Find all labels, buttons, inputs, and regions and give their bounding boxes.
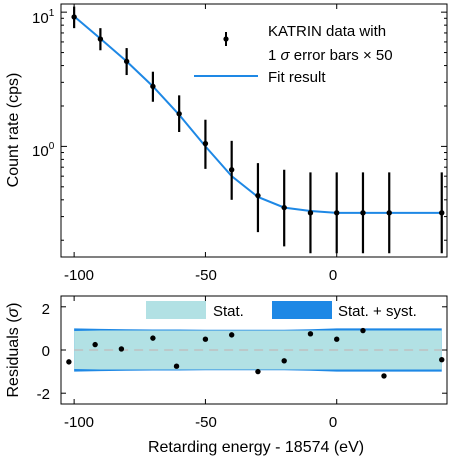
residual-point <box>202 336 209 342</box>
bottom-ylabel-suffix: ) <box>5 302 22 307</box>
bottom-ylabel: Residuals (σ) <box>5 302 22 397</box>
bottom-xtick-label-neg100: -100 <box>64 414 94 431</box>
data-point <box>228 167 235 173</box>
data-point <box>150 83 156 90</box>
residual-point <box>66 359 72 365</box>
top-ytick-10-exp: 1 <box>49 8 55 19</box>
data-point <box>439 210 445 216</box>
residual-point <box>150 335 156 341</box>
bottom-ytick-label-0: 0 <box>42 343 50 360</box>
bottom-legend: Stat. Stat. + syst. <box>146 301 417 320</box>
top-panel: 101 100 -100 -50 0 Count rate (cps) KATR… <box>5 3 448 284</box>
legend-line2-times: × <box>363 47 372 64</box>
top-xtick-label-neg50: -50 <box>195 267 217 284</box>
data-point <box>386 210 392 216</box>
legend-line2-sigma: σ <box>281 47 291 64</box>
top-legend: KATRIN data with 1 σ error bars × 50 Fit… <box>194 23 393 86</box>
data-point <box>281 204 287 211</box>
legend-line2-suffix: error bars <box>294 47 359 64</box>
bottom-ylabel-prefix: Residuals ( <box>5 317 22 398</box>
residual-point <box>173 363 180 369</box>
top-ytick-label-10: 101 <box>32 8 55 27</box>
residual-point <box>92 341 98 348</box>
data-point <box>307 210 314 216</box>
residual-point <box>281 358 287 364</box>
top-data-layer <box>71 6 445 254</box>
residual-point <box>228 332 235 338</box>
bottom-ylabel-sigma: σ <box>5 306 22 317</box>
residual-point <box>360 327 366 334</box>
top-plot-frame <box>60 3 448 258</box>
legend-data-label-line1: KATRIN data with <box>268 23 386 40</box>
bottom-data-layer <box>66 327 445 379</box>
data-point <box>360 210 366 216</box>
top-ytick-1-exp: 0 <box>49 141 55 152</box>
bottom-ytick-label-2: 2 <box>42 301 50 318</box>
top-xtick-label-neg100: -100 <box>64 267 94 284</box>
bottom-xlabel: Retarding energy - 18574 (eV) <box>148 439 364 456</box>
legend-stat-swatch <box>146 301 206 319</box>
legend-syst-swatch <box>272 301 332 319</box>
top-ylabel: Count rate (cps) <box>5 73 22 188</box>
legend-data-label-line2: 1 σ error bars × 50 <box>268 47 393 64</box>
legend-errorbar-marker <box>223 32 229 46</box>
top-xtick-label-0: 0 <box>329 267 337 284</box>
legend-stat-label: Stat. <box>213 303 244 320</box>
legend-fit-label: Fit result <box>268 69 326 86</box>
data-point <box>176 111 182 117</box>
bottom-xtick-label-neg50: -50 <box>195 414 217 431</box>
bottom-ticks <box>61 296 447 404</box>
residual-point <box>381 373 387 379</box>
data-point <box>202 140 209 147</box>
legend-line2-factor: 50 <box>376 47 393 64</box>
top-ytick-10-base: 10 <box>32 10 49 27</box>
data-point <box>123 58 130 65</box>
bottom-panel: 2 0 -2 -100 -50 0 Residuals (σ) Retardin… <box>5 295 448 456</box>
top-ytick-label-1: 100 <box>32 141 55 160</box>
residual-point <box>307 331 314 337</box>
data-point <box>255 192 261 199</box>
top-ticks <box>61 4 447 257</box>
residual-point <box>255 368 261 375</box>
residual-point <box>118 346 125 352</box>
residual-point <box>439 357 445 363</box>
bottom-xtick-label-0: 0 <box>329 414 337 431</box>
legend-line2-prefix: 1 <box>268 47 276 64</box>
data-point <box>97 36 104 42</box>
legend-syst-label: Stat. + syst. <box>338 303 417 320</box>
data-point <box>71 14 77 20</box>
data-point <box>334 210 340 216</box>
bottom-ytick-label-neg2: -2 <box>37 386 50 403</box>
residual-point <box>334 336 340 342</box>
top-ytick-1-base: 10 <box>32 143 49 160</box>
